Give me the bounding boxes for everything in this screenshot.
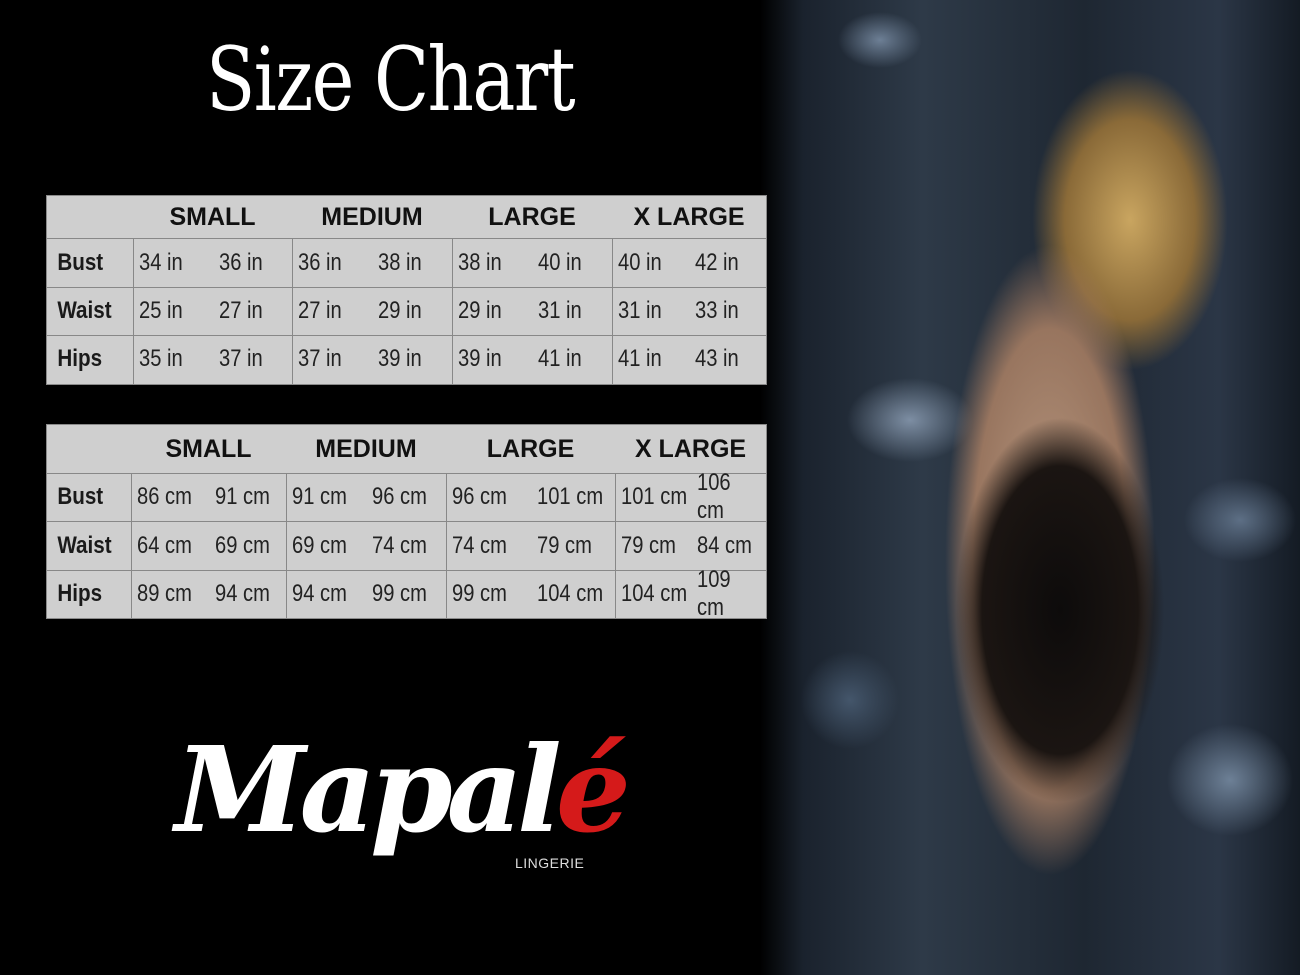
measurement-value: 29 in xyxy=(458,297,502,324)
measurement-value: 109 cm xyxy=(696,566,731,621)
measurement-value: 79 cm xyxy=(621,531,676,559)
measurement-value: 27 in xyxy=(218,297,263,324)
row-label: Waist xyxy=(57,297,112,324)
column-divider xyxy=(446,473,447,618)
measurement-value: 43 in xyxy=(695,345,739,372)
measurement-value: 40 in xyxy=(618,248,662,276)
header-row: SMALL MEDIUM LARGE X LARGE xyxy=(47,425,766,474)
measurement-value: 40 in xyxy=(538,248,582,276)
measurement-value: 25 in xyxy=(139,297,183,324)
logo-accent: é xyxy=(555,720,631,859)
measurement-value: 34 in xyxy=(139,248,183,276)
measurement-value: 94 cm xyxy=(214,580,270,607)
measurement-value: 64 cm xyxy=(137,531,192,559)
measurement-value: 89 cm xyxy=(137,580,192,607)
column-divider xyxy=(615,473,616,618)
column-divider xyxy=(452,238,453,384)
measurement-value: 41 in xyxy=(538,345,582,372)
column-divider xyxy=(133,238,134,384)
measurement-value: 91 cm xyxy=(292,483,347,510)
measurement-value: 38 in xyxy=(458,248,502,276)
row-label: Waist xyxy=(57,531,112,559)
column-divider xyxy=(612,238,613,384)
table-row: Bust 34 in 36 in 36 in 38 in 38 in 40 in 40 in 4… xyxy=(47,238,766,288)
measurement-value: 99 cm xyxy=(452,580,507,607)
measurement-value: 33 in xyxy=(695,297,739,324)
column-divider xyxy=(286,473,287,618)
logo-tagline: LINGERIE xyxy=(515,855,585,871)
size-header: MEDIUM xyxy=(315,434,417,463)
header-row: SMALL MEDIUM LARGE X LARGE xyxy=(47,196,766,239)
table-row: Hips 89 cm 94 cm 94 cm 99 cm 99 cm 104 cm 104 c… xyxy=(47,566,766,621)
size-header: LARGE xyxy=(488,202,576,231)
logo-text: Mapal xyxy=(175,720,562,859)
measurement-value: 41 in xyxy=(618,345,662,372)
measurement-value: 104 cm xyxy=(621,580,688,607)
size-header: SMALL xyxy=(169,202,256,231)
measurement-value: 38 in xyxy=(378,248,422,276)
measurement-value: 84 cm xyxy=(696,531,752,559)
measurement-value: 101 cm xyxy=(536,483,603,510)
measurement-value: 74 cm xyxy=(452,531,507,559)
measurement-value: 86 cm xyxy=(137,483,192,510)
measurement-value: 39 in xyxy=(458,345,502,372)
measurement-value: 29 in xyxy=(378,297,422,324)
size-header: SMALL xyxy=(165,434,252,463)
measurement-value: 36 in xyxy=(218,248,263,276)
table-row: Waist 64 cm 69 cm 69 cm 74 cm 74 cm 79 cm 79 cm… xyxy=(47,521,766,571)
measurement-value: 31 in xyxy=(538,297,582,324)
row-label: Bust xyxy=(57,483,104,510)
row-label: Bust xyxy=(57,248,104,276)
measurement-value: 91 cm xyxy=(214,483,270,510)
measurement-value: 104 cm xyxy=(536,580,603,607)
size-header: LARGE xyxy=(486,434,575,463)
measurement-value: 27 in xyxy=(298,297,342,324)
measurement-value: 42 in xyxy=(695,248,739,276)
measurement-value: 94 cm xyxy=(292,580,347,607)
measurement-value: 35 in xyxy=(139,345,183,372)
measurement-value: 69 cm xyxy=(292,531,347,559)
measurement-value: 74 cm xyxy=(372,531,427,559)
size-table-inches: SMALL MEDIUM LARGE X LARGE Bust 34 in 36 in 36 … xyxy=(46,195,767,385)
measurement-value: 36 in xyxy=(298,248,342,276)
size-header: MEDIUM xyxy=(321,202,423,231)
measurement-value: 96 cm xyxy=(372,483,427,510)
brand-logo: Mapalé xyxy=(175,720,631,859)
measurement-value: 37 in xyxy=(298,345,342,372)
measurement-value: 101 cm xyxy=(621,483,688,510)
measurement-value: 96 cm xyxy=(452,483,507,510)
measurement-value: 99 cm xyxy=(372,580,427,607)
measurement-value: 69 cm xyxy=(214,531,270,559)
table-row: Bust 86 cm 91 cm 91 cm 96 cm 96 cm 101 cm 101 c… xyxy=(47,469,766,524)
measurement-value: 31 in xyxy=(618,297,662,324)
size-header: X LARGE xyxy=(634,434,747,463)
row-label: Hips xyxy=(57,345,103,372)
column-divider xyxy=(292,238,293,384)
page-title: Size Chart xyxy=(206,28,576,131)
table-row: Waist 25 in 27 in 27 in 29 in 29 in 31 in 31 in… xyxy=(47,287,766,336)
measurement-value: 106 cm xyxy=(696,469,731,524)
table-row: Hips 35 in 37 in 37 in 39 in 39 in 41 in 41 in 4… xyxy=(47,335,766,383)
size-table-centimeters: SMALL MEDIUM LARGE X LARGE Bust 86 cm 91 cm 91 … xyxy=(46,424,767,621)
size-header: X LARGE xyxy=(633,202,745,231)
row-label: Hips xyxy=(57,580,103,607)
measurement-value: 39 in xyxy=(378,345,422,372)
column-divider xyxy=(131,473,132,618)
model-photo-bodysuit xyxy=(920,380,1200,850)
measurement-value: 37 in xyxy=(218,345,263,372)
measurement-value: 79 cm xyxy=(536,531,592,559)
